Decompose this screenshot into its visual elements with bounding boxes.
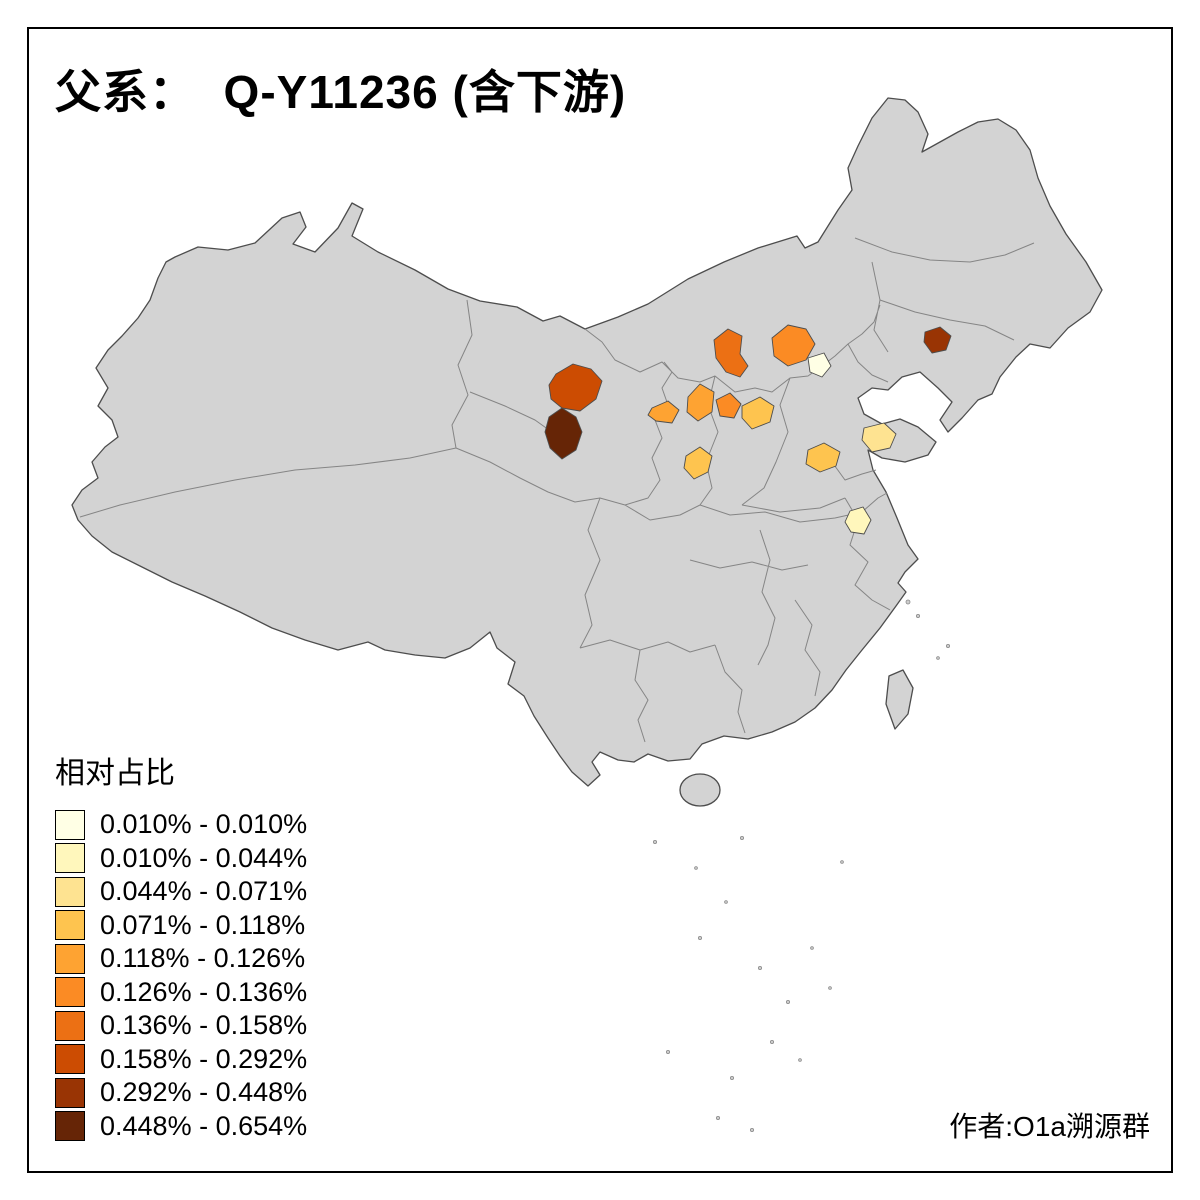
hainan-island (679, 773, 721, 807)
region-shandong-peninsula (861, 422, 897, 453)
province-borders (79, 237, 1035, 743)
legend-title: 相对占比 (55, 757, 175, 790)
legend-swatch (55, 977, 85, 1008)
legend-label: 0.126% - 0.136% (100, 976, 308, 1007)
region-gansu-central (548, 363, 603, 412)
legend-label: 0.010% - 0.044% (100, 842, 308, 873)
legend: 相对占比 0.010% - 0.010% 0.010% - 0.044% 0.0… (55, 748, 307, 1143)
region-shaanxi-north (715, 392, 742, 419)
legend-label: 0.010% - 0.010% (100, 809, 308, 840)
legend-label: 0.292% - 0.448% (100, 1077, 308, 1108)
map-title: 父系： Q-Y11236 (含下游) (55, 66, 627, 118)
region-ningxia (647, 400, 680, 424)
region-liaoning-east (923, 326, 952, 354)
legend-item: 0.118% - 0.126% (55, 942, 307, 976)
legend-swatch (55, 876, 85, 907)
legend-label: 0.158% - 0.292% (100, 1043, 308, 1074)
legend-item: 0.448% - 0.654% (55, 1110, 307, 1144)
legend-item: 0.292% - 0.448% (55, 1076, 307, 1110)
legend-swatch (55, 843, 85, 874)
legend-swatch (55, 1010, 85, 1041)
taiwan-island (885, 669, 914, 730)
legend-label: 0.136% - 0.158% (100, 1010, 308, 1041)
legend-swatch (55, 1077, 85, 1108)
region-gansu-hexi-dark (544, 407, 583, 460)
china-mainland (71, 97, 1103, 787)
legend-item: 0.126% - 0.136% (55, 976, 307, 1010)
legend-swatch (55, 1111, 85, 1142)
legend-item: 0.136% - 0.158% (55, 1009, 307, 1043)
legend-label: 0.448% - 0.654% (100, 1110, 308, 1141)
legend-item: 0.010% - 0.044% (55, 842, 307, 876)
legend-label: 0.118% - 0.126% (100, 943, 306, 974)
legend-swatch (55, 1044, 85, 1075)
legend-swatch (55, 809, 85, 840)
legend-item: 0.158% - 0.292% (55, 1043, 307, 1077)
legend-swatch (55, 943, 85, 974)
region-inner-mongolia-central (771, 324, 816, 367)
legend-label: 0.071% - 0.118% (100, 909, 306, 940)
legend-item: 0.044% - 0.071% (55, 875, 307, 909)
legend-swatch (55, 910, 85, 941)
highlighted-regions (544, 324, 952, 535)
legend-item: 0.071% - 0.118% (55, 909, 307, 943)
legend-item: 0.010% - 0.010% (55, 808, 307, 842)
small-islands (653, 599, 951, 1133)
region-beijing-area (807, 352, 832, 378)
region-inner-mongolia-west (713, 328, 749, 378)
region-shanxi-south (683, 446, 713, 480)
region-shaanxi-northeast (741, 396, 775, 430)
author-credit: 作者:O1a溯源群 (949, 1111, 1150, 1142)
region-anhui-north (844, 506, 872, 535)
legend-label: 0.044% - 0.071% (100, 876, 308, 907)
region-shandong-west (805, 442, 841, 473)
region-shaanxi-northwest (686, 383, 715, 422)
